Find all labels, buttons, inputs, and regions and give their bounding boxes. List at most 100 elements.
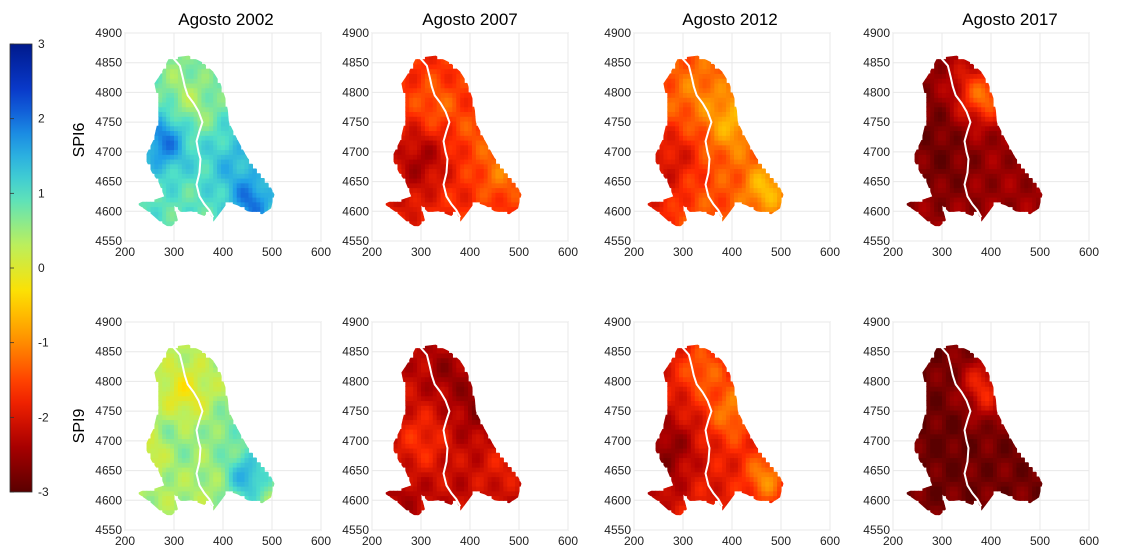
y-tick-label: 4550 [342, 234, 369, 248]
spi-cell [170, 424, 175, 430]
spi-cell [166, 452, 171, 459]
spi-cell [209, 452, 214, 459]
spi-cell [710, 63, 715, 70]
spi-cell [189, 206, 195, 212]
x-tick-label: 600 [820, 245, 840, 259]
spi-cell [189, 111, 195, 117]
spi-cell [671, 471, 676, 478]
spi-cell [413, 438, 418, 444]
spi-cell [710, 68, 715, 75]
spi-cell [479, 173, 485, 179]
spi-cell [690, 178, 696, 184]
spi-cell [942, 182, 947, 189]
spi-cell [440, 452, 446, 459]
spi-cell [201, 405, 206, 411]
spi-cell [479, 149, 485, 155]
spi-cell [479, 447, 485, 454]
spi-cell [440, 59, 446, 65]
y-tick-label: 4700 [604, 145, 631, 159]
spi-cell [460, 457, 465, 463]
spi-cell [663, 490, 668, 497]
spi-cell [722, 139, 727, 146]
spi-cell [722, 101, 727, 108]
spi-cell [413, 111, 418, 117]
spi-cell [217, 495, 222, 501]
spi-cell [448, 97, 453, 103]
spi-cell [193, 92, 199, 98]
spi-cell [706, 149, 712, 155]
spi-cell [162, 139, 167, 146]
spi-cell [444, 120, 450, 127]
spi-cell [217, 163, 222, 170]
spi-cell [217, 168, 222, 174]
spi-cell [162, 471, 167, 478]
spi-cell [154, 367, 159, 373]
spi-cell [938, 73, 943, 79]
spi-cell [170, 182, 175, 189]
spi-cell [667, 367, 672, 373]
spi-cell [753, 168, 759, 174]
spi-cell [460, 78, 465, 84]
spi-cell [765, 178, 770, 184]
spi-cell [686, 87, 692, 94]
spi-cell [138, 490, 144, 497]
y-tick-label: 4700 [95, 145, 122, 159]
spi-cell [201, 101, 206, 108]
spi-cell [181, 476, 187, 482]
spi-cell [213, 505, 218, 511]
spi-cell [201, 362, 206, 368]
spi-cell [934, 120, 939, 127]
spi-cell [244, 182, 250, 189]
spi-cell [201, 130, 206, 136]
spi-cell [475, 438, 481, 444]
spi-cell [181, 419, 187, 425]
spi-cell [189, 376, 195, 383]
spi-cell [150, 211, 155, 217]
spi-cell [417, 371, 422, 378]
spi-cell [228, 433, 234, 440]
spi-cell [177, 419, 183, 425]
spi-cell [1008, 197, 1014, 203]
spi-cell [499, 467, 504, 473]
spi-cell [749, 168, 755, 174]
spi-cell [985, 111, 990, 117]
spi-cell [428, 424, 434, 430]
spi-cell [949, 158, 955, 165]
spi-cell [217, 443, 222, 449]
spi-cell [272, 481, 275, 487]
spi-cell [452, 386, 457, 392]
spi-cell [456, 182, 461, 189]
spi-cell [221, 386, 226, 392]
spi-cell [448, 135, 453, 141]
spi-cell [690, 201, 696, 208]
spi-cell [170, 92, 175, 98]
spi-cell [981, 78, 986, 84]
spi-cell [765, 182, 770, 189]
spi-cell [177, 447, 183, 454]
spi-cell [679, 163, 684, 170]
spi-cell [942, 211, 947, 217]
spi-cell [475, 192, 481, 198]
spi-cell [961, 125, 967, 132]
spi-cell [973, 111, 978, 117]
spi-cell [181, 467, 187, 473]
spi-cell [452, 97, 457, 103]
spi-cell [213, 433, 218, 440]
spi-cell [934, 68, 939, 75]
spi-cell [483, 486, 489, 492]
spi-cell [162, 419, 167, 425]
spi-cell [1032, 201, 1037, 208]
spi-cell [248, 495, 253, 501]
spi-cell [487, 447, 493, 454]
spi-cell [702, 73, 708, 79]
spi-cell [405, 82, 410, 89]
spi-cell [503, 173, 508, 179]
spi-cell [949, 106, 955, 113]
spi-cell [698, 111, 704, 117]
spi-cell [647, 201, 653, 208]
spi-cell [154, 206, 159, 212]
spi-cell [409, 87, 414, 94]
spi-cell [436, 433, 442, 440]
spi-cell [690, 63, 696, 70]
spi-cell [749, 158, 755, 165]
